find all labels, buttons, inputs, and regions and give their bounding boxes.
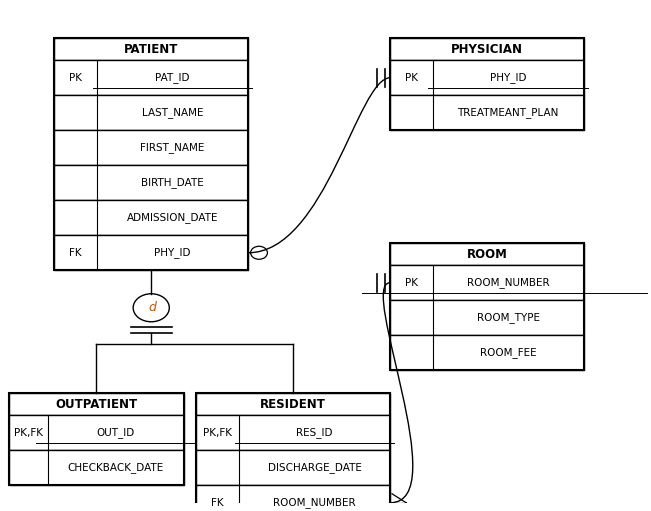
Bar (390, 335, 584, 370)
Text: BIRTH_DATE: BIRTH_DATE (141, 177, 204, 188)
Bar (9, 450, 184, 485)
Text: FK: FK (212, 498, 224, 508)
Text: PK: PK (405, 278, 418, 288)
Bar (55, 38, 248, 60)
Text: PK,FK: PK,FK (14, 428, 43, 438)
Text: ROOM_TYPE: ROOM_TYPE (477, 312, 540, 323)
Text: DISCHARGE_DATE: DISCHARGE_DATE (268, 462, 361, 473)
Bar (55, 235, 248, 270)
Bar (390, 95, 584, 130)
Bar (197, 450, 390, 485)
Text: PHY_ID: PHY_ID (154, 247, 191, 258)
Bar (55, 165, 248, 200)
Text: PHYSICIAN: PHYSICIAN (451, 42, 523, 56)
Bar (197, 393, 390, 415)
Bar (9, 393, 184, 415)
Bar (390, 38, 584, 60)
Text: PAT_ID: PAT_ID (156, 73, 190, 83)
Bar (390, 60, 584, 95)
Text: PK,FK: PK,FK (203, 428, 232, 438)
Bar (55, 200, 248, 235)
Bar (197, 415, 390, 450)
Text: ROOM_NUMBER: ROOM_NUMBER (273, 497, 356, 508)
Bar (55, 95, 248, 130)
Text: OUT_ID: OUT_ID (96, 427, 135, 438)
Text: PK: PK (405, 73, 418, 83)
Text: ROOM_FEE: ROOM_FEE (480, 347, 536, 358)
Text: RESIDENT: RESIDENT (260, 398, 326, 410)
Text: d: d (148, 301, 156, 314)
Bar (390, 265, 584, 300)
Bar (390, 38, 584, 130)
Bar (9, 393, 184, 485)
Text: CHECKBACK_DATE: CHECKBACK_DATE (68, 462, 163, 473)
Text: ROOM_NUMBER: ROOM_NUMBER (467, 277, 549, 288)
Text: LAST_NAME: LAST_NAME (142, 107, 203, 118)
Bar (55, 60, 248, 95)
Text: RES_ID: RES_ID (296, 427, 333, 438)
Bar (55, 130, 248, 165)
Bar (55, 38, 248, 270)
Bar (9, 415, 184, 450)
Text: ROOM: ROOM (466, 247, 507, 261)
Text: OUTPATIENT: OUTPATIENT (55, 398, 137, 410)
Bar (390, 243, 584, 370)
Text: FIRST_NAME: FIRST_NAME (141, 143, 204, 153)
Text: ADMISSION_DATE: ADMISSION_DATE (127, 213, 218, 223)
Text: PK: PK (69, 73, 82, 83)
Text: TREATMEANT_PLAN: TREATMEANT_PLAN (458, 107, 559, 118)
Bar (197, 485, 390, 511)
Bar (197, 393, 390, 511)
Text: PHY_ID: PHY_ID (490, 73, 527, 83)
Text: FK: FK (70, 248, 82, 258)
Bar (390, 243, 584, 265)
Text: PATIENT: PATIENT (124, 42, 178, 56)
Bar (390, 300, 584, 335)
